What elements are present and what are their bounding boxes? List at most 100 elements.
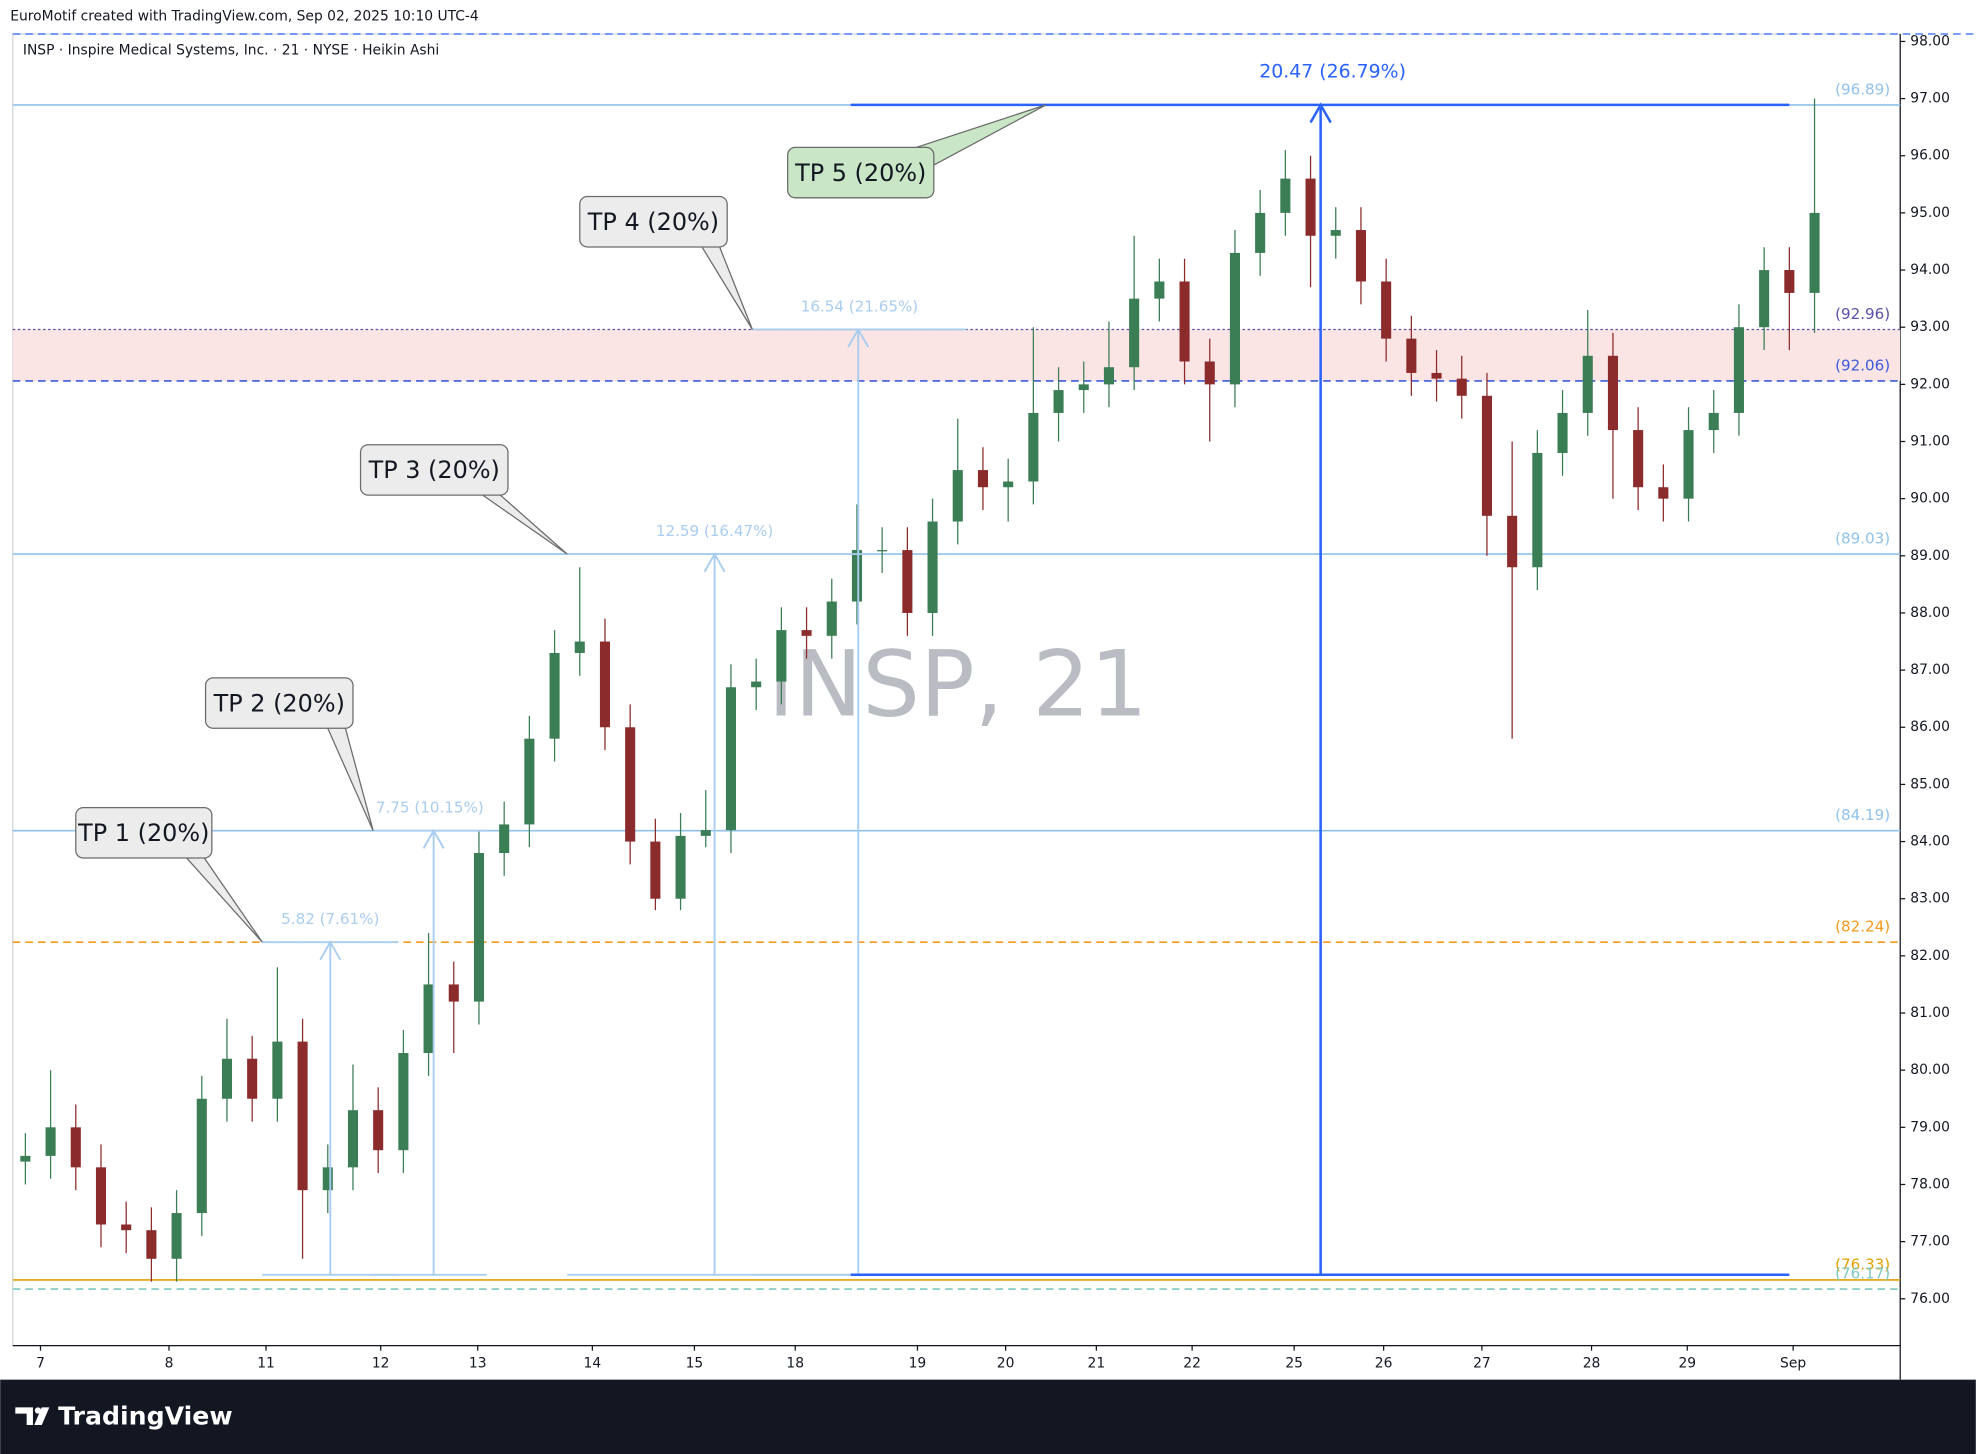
measure-label: 16.54 (21.65%) — [801, 297, 918, 315]
y-tick-label: 91.00 — [1910, 434, 1950, 450]
y-tick-label: 95.00 — [1910, 205, 1950, 221]
measure-label: 20.47 (26.79%) — [1259, 61, 1406, 83]
candle-body — [1255, 212, 1266, 253]
candle-body — [725, 687, 737, 831]
y-tick-label: 76.00 — [1910, 1291, 1950, 1307]
callout-text: TP 4 (20%) — [587, 208, 719, 236]
candle-body — [70, 1127, 81, 1168]
candle-body — [45, 1127, 56, 1156]
candle-body — [1129, 298, 1140, 368]
candle-body — [574, 641, 585, 653]
candle-body — [1759, 270, 1770, 328]
x-tick-label: 8 — [165, 1355, 174, 1371]
x-tick-label: 20 — [997, 1355, 1015, 1371]
y-tick-label: 89.00 — [1910, 548, 1950, 564]
candle-body — [297, 1041, 308, 1191]
candle-body — [751, 681, 762, 688]
footer-brand: TradingView — [58, 1401, 232, 1430]
candle-body — [347, 1110, 359, 1168]
x-tick-label: Sep — [1780, 1355, 1806, 1371]
candle-body — [1582, 355, 1593, 413]
candle-body — [1204, 361, 1215, 385]
y-tick-label: 97.00 — [1910, 91, 1950, 107]
candle-body — [801, 630, 812, 636]
candle-body — [1330, 230, 1341, 236]
candle-body — [1381, 281, 1392, 339]
candle-body — [20, 1155, 31, 1162]
candle-body — [599, 641, 611, 728]
callout-pointer — [327, 728, 374, 831]
candle-body — [1431, 372, 1442, 379]
candle-body — [877, 550, 888, 552]
chart-legend: INSP · Inspire Medical Systems, Inc. · 2… — [23, 42, 439, 58]
candle-body — [1154, 281, 1165, 299]
candle-body — [322, 1167, 333, 1191]
callout-text: TP 5 (20%) — [794, 159, 926, 187]
candle-body — [221, 1058, 233, 1099]
y-tick-label: 90.00 — [1910, 491, 1950, 507]
candle-body — [977, 470, 988, 488]
candle-body — [398, 1053, 409, 1151]
candle-body — [952, 470, 963, 522]
candle-body — [1683, 430, 1694, 499]
y-tick-label: 87.00 — [1910, 662, 1950, 678]
candle-body — [902, 550, 913, 613]
measure-arrowhead — [319, 940, 342, 961]
candle-body — [423, 984, 434, 1054]
x-tick-label: 15 — [686, 1355, 704, 1371]
candle-body — [95, 1167, 107, 1225]
candle-body — [1507, 515, 1518, 568]
measure-arrowhead — [703, 552, 726, 573]
candle-body — [650, 841, 661, 899]
y-tick-label: 88.00 — [1910, 605, 1950, 621]
x-tick-label: 13 — [469, 1355, 487, 1371]
candle-body — [1229, 252, 1240, 385]
candle-body — [1078, 384, 1089, 391]
level-label: (96.89) — [1835, 80, 1890, 98]
y-tick-label: 94.00 — [1910, 262, 1950, 278]
x-tick-label: 25 — [1285, 1355, 1303, 1371]
x-tick-label: 14 — [584, 1355, 602, 1371]
candle-body — [524, 738, 535, 825]
candle-body — [499, 824, 510, 853]
level-label: (89.03) — [1835, 529, 1890, 547]
callout-box — [787, 146, 935, 199]
callout-text: TP 2 (20%) — [213, 689, 345, 717]
candle-body — [1280, 178, 1291, 213]
candle-body — [826, 601, 837, 636]
level-label: (92.96) — [1835, 305, 1890, 323]
candle-body — [700, 830, 711, 836]
candle-body — [1003, 481, 1014, 488]
candle-body — [196, 1098, 207, 1214]
logo-dot — [34, 1407, 42, 1414]
y-tick-label: 78.00 — [1910, 1176, 1950, 1192]
y-tick-label: 79.00 — [1910, 1119, 1950, 1135]
candle-body — [1607, 355, 1618, 431]
y-tick-label: 85.00 — [1910, 776, 1950, 792]
x-tick-label: 11 — [257, 1355, 275, 1371]
level-label: (76.33) — [1835, 1255, 1890, 1273]
y-tick-label: 96.00 — [1910, 148, 1950, 164]
candle-body — [549, 652, 560, 739]
measure-label: 5.82 (7.61%) — [281, 910, 379, 928]
level-label: (76.17) — [1835, 1264, 1890, 1282]
footer-bar — [0, 1379, 1976, 1454]
x-tick-label: 12 — [372, 1355, 390, 1371]
callout-text: TP 3 (20%) — [368, 456, 500, 484]
y-tick-label: 86.00 — [1910, 719, 1950, 735]
callout-box — [579, 195, 728, 248]
candle-body — [1809, 212, 1820, 293]
x-tick-label: 26 — [1375, 1355, 1393, 1371]
measure-label: 12.59 (16.47%) — [656, 522, 773, 540]
candle-body — [1633, 430, 1644, 488]
y-tick-label: 92.00 — [1910, 376, 1950, 392]
y-tick-label: 80.00 — [1910, 1062, 1950, 1078]
y-tick-label: 82.00 — [1910, 948, 1950, 964]
candle-body — [121, 1224, 132, 1231]
x-tick-label: 19 — [909, 1355, 927, 1371]
level-label: (92.06) — [1835, 356, 1890, 374]
x-tick-label: 27 — [1473, 1355, 1491, 1371]
y-tick-label: 98.00 — [1910, 33, 1950, 49]
callout-pointer — [915, 104, 1047, 166]
header-text: EuroMotif created with TradingView.com, … — [10, 8, 479, 24]
